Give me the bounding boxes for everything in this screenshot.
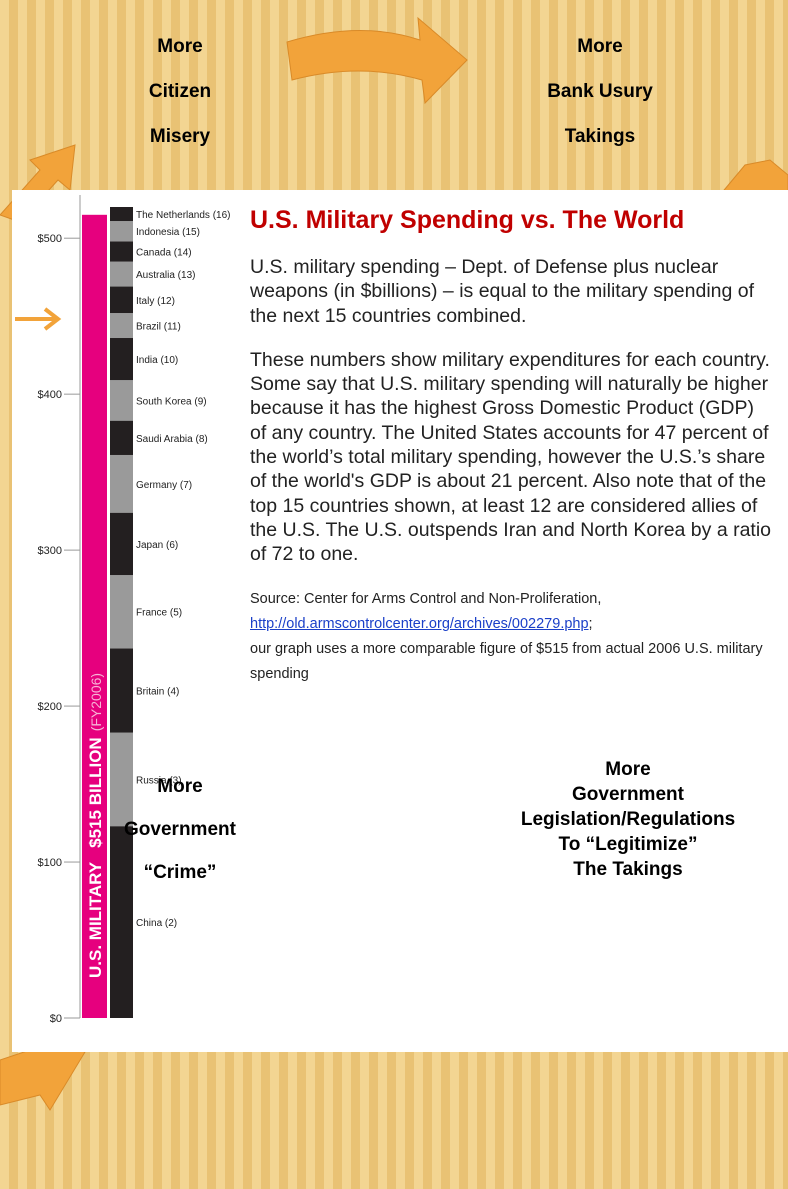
segment-label: Brazil (11) [136,322,181,333]
arrow-label: To “Legitimize” [558,834,698,855]
segment-label: Saudi Arabia (8) [136,434,208,445]
chart-panel: $0 $100 $200 $300 $400 $500 U.S. MILITARY $515 … [12,190,788,1052]
source: Source: Center for Arms Control and Non-… [250,587,775,687]
segment-label: Canada (14) [136,247,192,258]
y-tick-label: $200 [38,701,62,713]
small-arrow [15,307,62,331]
us-bar-label: U.S. MILITARY $515 BILLION (FY2006) [86,673,105,978]
y-tick-label: $300 [38,545,62,557]
segment-label: Australia (13) [136,270,195,281]
arrow-label: More [605,759,651,780]
segment [110,454,133,513]
us-label-part: U.S. MILITARY [86,861,105,978]
y-tick-label: $400 [38,389,62,401]
arrow-label: The Takings [573,859,683,880]
y-tick-label: $100 [38,857,62,869]
segment-label: China (2) [136,918,177,929]
segment [110,420,133,455]
arrow-label: Government [572,784,684,805]
article-title: U.S. Military Spending vs. The World [250,206,685,234]
us-bar [82,214,107,1018]
source-note: our graph uses a more comparable figure … [250,640,763,682]
arrow-label: More [157,36,203,57]
paragraph: These numbers show military expenditures… [250,348,772,566]
segment [110,648,133,733]
arrow [286,16,468,105]
segment [110,221,133,242]
segment-label: South Korea (9) [136,396,207,407]
segment [110,575,133,649]
chart: $0 $100 $200 $300 $400 $500 U.S. MILITARY $515 … [15,195,231,1025]
segment-label: Russia (3) [136,775,182,786]
segment [110,512,133,576]
arrow-label: More [157,776,203,797]
arrow-label: Takings [564,126,636,147]
segment [110,826,133,1018]
arrow-label: More [577,36,623,57]
segment [110,286,133,314]
segment-label: The Netherlands (16) [136,210,231,221]
segment [110,732,133,827]
us-label-part: (FY2006) [88,673,104,731]
y-tick-label: $0 [50,1013,62,1025]
y-tick-label: $500 [38,233,62,245]
arrow-label: Legislation/Regulations [520,809,736,830]
segment [110,261,133,287]
paragraph: U.S. military spending – Dept. of Defens… [250,256,755,327]
segment-label: Indonesia (15) [136,227,200,238]
segment [110,313,133,339]
article: U.S. Military Spending vs. The World U.S… [250,205,775,687]
segment-label: Japan (6) [136,540,178,551]
segment [110,241,133,262]
segment [110,207,133,222]
source-link-end: ; [588,615,593,632]
source-link[interactable]: http://old.armscontrolcenter.org/archive… [250,615,589,632]
us-label-part: $515 BILLION [86,737,105,848]
arrow-label: “Crime” [143,862,217,883]
segment-label: Italy (12) [136,296,175,307]
segment-label: Britain (4) [136,686,179,697]
segment-label: India (10) [136,355,178,366]
segment-label: Germany (7) [136,480,192,491]
segment [110,338,133,381]
arrow-label: Bank Usury [547,81,653,102]
arrow-label: Government [124,819,236,840]
source-text: Source: Center for Arms Control and Non-… [250,590,602,607]
arrow-label: Citizen [148,81,212,102]
arrow [0,1044,86,1111]
arrow-label: Misery [149,126,211,147]
segment-label: France (5) [136,608,182,619]
segment [110,380,133,421]
